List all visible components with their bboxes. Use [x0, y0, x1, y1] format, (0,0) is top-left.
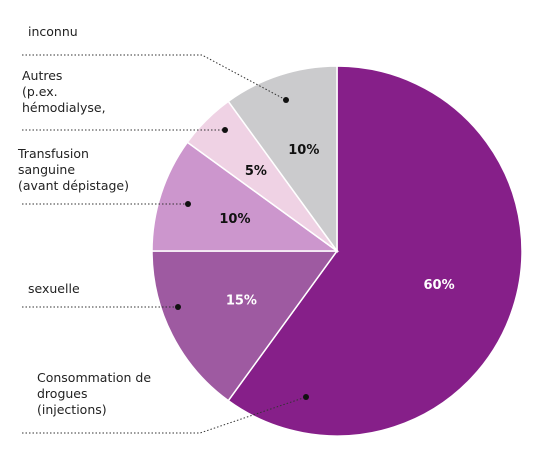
label-autres-line1: Autres	[22, 68, 62, 83]
leader-dot-inconnu	[283, 97, 289, 103]
pie-slice	[151, 141, 340, 252]
slice-value-label: 10%	[288, 143, 319, 158]
leader-consommation	[22, 396, 307, 434]
slice-value-label: 60%	[423, 278, 454, 293]
pie-slice	[227, 65, 338, 254]
label-consommation-line1: Consommation de	[37, 370, 151, 385]
label-transfusion-line1: Transfusion	[17, 146, 89, 161]
pie-slice	[227, 65, 523, 437]
label-autres-line2: (p.ex.	[22, 84, 58, 99]
label-transfusion-line2: sanguine	[18, 162, 75, 177]
slice-value-label: 10%	[219, 212, 250, 227]
leader-dot-autres	[222, 127, 228, 133]
leader-dot-sexuelle	[175, 304, 181, 310]
label-inconnu: inconnu	[28, 24, 78, 39]
leader-inconnu	[22, 54, 287, 101]
pie-slice	[151, 250, 339, 402]
label-sexuelle: sexuelle	[28, 281, 80, 296]
label-autres-line3: hémodialyse,	[22, 100, 106, 115]
slice-value-labels: 60% 15% 10% 5% 10%	[219, 143, 454, 309]
leader-dot-consommation	[303, 394, 309, 400]
label-transfusion-line3: (avant dépistage)	[18, 178, 129, 193]
label-consommation-line2: drogues	[37, 386, 88, 401]
leader-dot-transfusion	[185, 201, 191, 207]
label-consommation-line3: (injections)	[37, 402, 107, 417]
slice-value-label: 5%	[245, 164, 267, 179]
slice-value-label: 15%	[226, 294, 257, 309]
pie-slices	[151, 65, 523, 437]
